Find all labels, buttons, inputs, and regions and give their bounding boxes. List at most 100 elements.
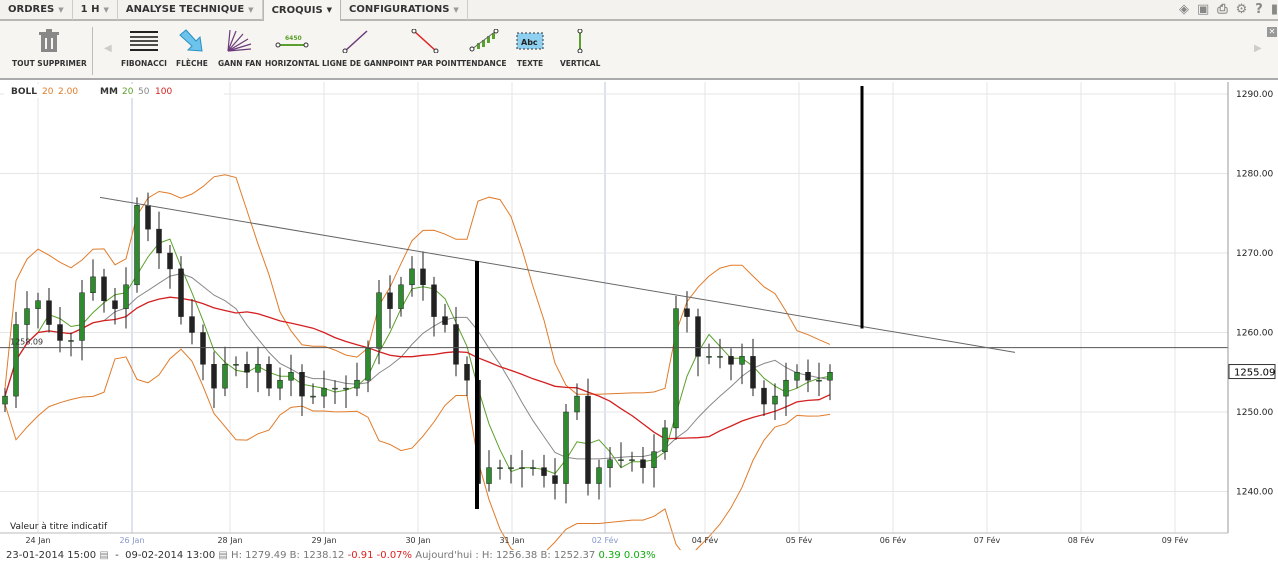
candle-body bbox=[46, 300, 52, 325]
indicators bbox=[4, 174, 831, 550]
scroll-left-icon[interactable]: ◀ bbox=[104, 43, 112, 54]
legend: BOLL 20 2.00 MM 20 50 100 bbox=[4, 84, 224, 98]
candle-body bbox=[497, 467, 503, 469]
y-tick-label: 1280.00 bbox=[1236, 170, 1273, 180]
print-icon[interactable]: ⎙ bbox=[1217, 2, 1228, 17]
candle-body bbox=[805, 372, 811, 381]
drawings[interactable]: 1258.09 bbox=[0, 86, 1228, 509]
legend-mm: MM bbox=[100, 87, 118, 97]
point-line-icon bbox=[411, 29, 439, 53]
candle-body bbox=[816, 379, 822, 382]
bollinger-lower bbox=[4, 348, 831, 550]
gear-icon[interactable]: ⚙ bbox=[1235, 2, 1248, 17]
candle-body bbox=[783, 379, 789, 397]
legend-mm-p2: 50 bbox=[138, 87, 150, 97]
candle-body bbox=[255, 364, 261, 373]
calendar-icon[interactable]: ▤ bbox=[99, 550, 109, 561]
x-tick-label: 05 Fév bbox=[786, 535, 813, 545]
candle-body bbox=[68, 340, 74, 342]
tool-label: TOUT SUPPRIMER bbox=[12, 59, 87, 68]
legend-boll-p2: 2.00 bbox=[58, 87, 78, 97]
period-change: -0.91 bbox=[347, 550, 374, 561]
candle-body bbox=[453, 324, 459, 365]
candle-body bbox=[156, 228, 162, 254]
current-price-label: 1255.09 bbox=[1234, 368, 1275, 379]
tool-vertical[interactable]: VERTICAL bbox=[560, 29, 600, 68]
tool-texte[interactable]: Abc TEXTE bbox=[515, 29, 545, 68]
tool-arrow[interactable]: FLÈCHE bbox=[176, 29, 208, 68]
x-tick-label: 06 Fév bbox=[880, 535, 907, 545]
candle-body bbox=[420, 268, 426, 286]
delete-all-button[interactable]: TOUT SUPPRIMER bbox=[12, 29, 87, 68]
legend-mm-p3: 100 bbox=[155, 87, 172, 97]
status-bar: 23-01-2014 15:00 ▤ - 09-02-2014 13:00 ▤ … bbox=[6, 550, 656, 561]
help-icon[interactable]: ? bbox=[1255, 2, 1263, 17]
candle-body bbox=[79, 292, 85, 341]
period-low: B: 1238.12 bbox=[289, 550, 345, 561]
candle-body bbox=[761, 387, 767, 405]
candle-body bbox=[376, 292, 382, 349]
candle-body bbox=[585, 395, 591, 484]
candle-body bbox=[596, 467, 602, 484]
tool-gann-line[interactable]: LIGNE DE GANN bbox=[322, 29, 388, 68]
svg-text:Abc: Abc bbox=[521, 38, 538, 47]
tool-label: POINT PAR POINT bbox=[388, 59, 462, 68]
candle-body bbox=[629, 459, 635, 461]
candle-body bbox=[189, 316, 195, 333]
tool-label: VERTICAL bbox=[560, 59, 601, 68]
scroll-right-icon[interactable]: ▶ bbox=[1254, 43, 1262, 54]
candle-body bbox=[695, 316, 701, 357]
svg-text:6450: 6450 bbox=[285, 35, 302, 42]
close-icon[interactable]: ✕ bbox=[1267, 27, 1277, 37]
price-chart[interactable]: 1258.09 1290.00 1280.00 1270.00 1260.00 1250… bbox=[0, 82, 1278, 550]
candle-body bbox=[739, 356, 745, 365]
candle-body bbox=[299, 372, 305, 397]
trend-icon bbox=[469, 29, 499, 52]
calendar-icon[interactable]: ▤ bbox=[218, 550, 228, 561]
period-change-pct: -0.07% bbox=[376, 550, 413, 561]
candle-body bbox=[288, 372, 294, 381]
legend-boll-p1: 20 bbox=[42, 87, 54, 97]
layers-icon[interactable]: ◈ bbox=[1178, 2, 1189, 17]
date-to[interactable]: 09-02-2014 13:00 bbox=[125, 550, 216, 561]
candle-body bbox=[90, 276, 96, 294]
candle-body bbox=[145, 205, 151, 230]
tool-tendance[interactable]: TENDANCE bbox=[461, 29, 506, 68]
x-tick-label: 24 Jan bbox=[25, 536, 50, 545]
legend-boll: BOLL bbox=[11, 87, 37, 97]
candle-body bbox=[387, 292, 393, 309]
menu-ordres[interactable]: ORDRES ▼ bbox=[0, 0, 73, 20]
candle-body bbox=[277, 379, 283, 389]
ma-20-line bbox=[4, 238, 831, 475]
menu-configurations[interactable]: CONFIGURATIONS ▼ bbox=[341, 0, 468, 20]
candle-body bbox=[684, 308, 690, 317]
candle-body bbox=[112, 300, 118, 309]
candle-body bbox=[321, 387, 327, 397]
drawing-toolbar: TOUT SUPPRIMER ◀ ▶ ✕ FIBONACCI FLÈCHE GA… bbox=[0, 21, 1278, 80]
tool-horizontal[interactable]: 6450 HORIZONTAL bbox=[265, 29, 319, 68]
x-tick-label: 04 Fév bbox=[692, 535, 719, 545]
tool-point-par-point[interactable]: POINT PAR POINT bbox=[388, 29, 462, 68]
candle-body bbox=[750, 356, 756, 389]
menu-analyse-technique[interactable]: ANALYSE TECHNIQUE ▼ bbox=[118, 0, 263, 20]
axes: 1290.00 1280.00 1270.00 1260.00 1250.00 1240.… bbox=[0, 82, 1276, 545]
arrow-icon bbox=[179, 29, 203, 52]
date-from[interactable]: 23-01-2014 15:00 bbox=[6, 550, 97, 561]
candle-body bbox=[508, 467, 514, 469]
tool-gann-fan[interactable]: GANN FAN bbox=[218, 29, 261, 68]
menu-timeframe[interactable]: 1 H ▼ bbox=[73, 0, 118, 20]
caret-down-icon: ▼ bbox=[326, 6, 333, 14]
candle-body bbox=[332, 387, 338, 390]
tool-fibonacci[interactable]: FIBONACCI bbox=[121, 29, 167, 68]
chat-icon[interactable]: ▮ bbox=[1270, 2, 1278, 17]
caret-down-icon: ▼ bbox=[453, 5, 459, 14]
image-icon[interactable]: ▣ bbox=[1196, 2, 1210, 17]
tool-label: TENDANCE bbox=[461, 59, 507, 68]
menu-croquis[interactable]: CROQUIS ▼ bbox=[262, 0, 342, 21]
candle-body bbox=[123, 284, 129, 309]
menu-label: 1 H bbox=[80, 4, 100, 15]
candle-body bbox=[35, 300, 41, 309]
candle-body bbox=[409, 268, 415, 286]
x-tick-label: 26 Jan bbox=[119, 536, 144, 545]
candle-body bbox=[200, 332, 206, 365]
